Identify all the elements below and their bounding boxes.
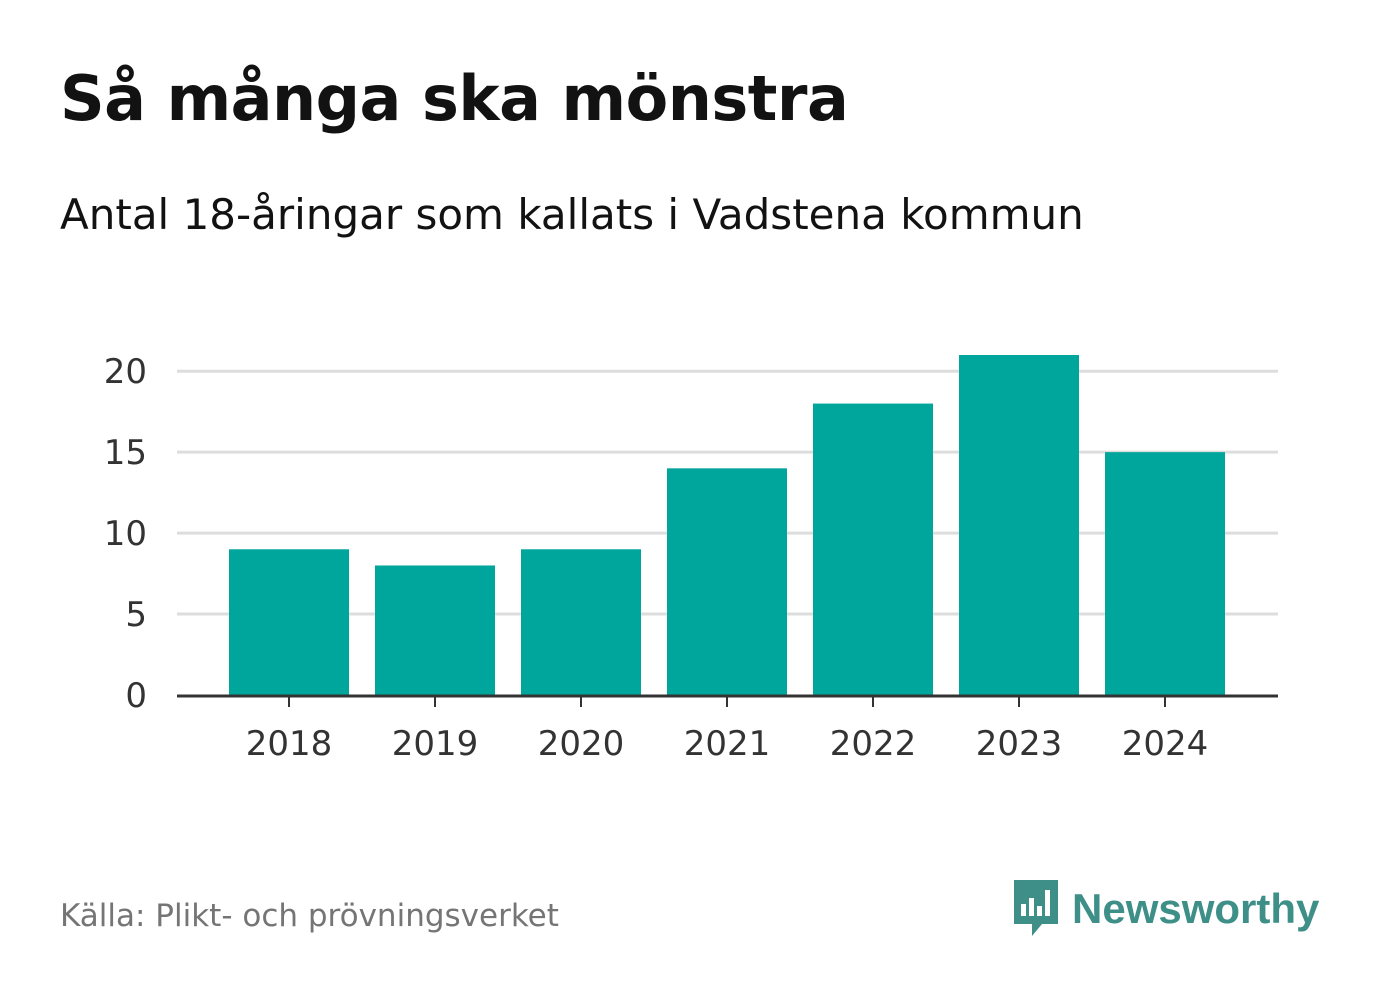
y-tick-label-5: 5: [125, 595, 147, 635]
x-tick-label-2020: 2020: [538, 724, 625, 764]
y-tick-label-10: 10: [104, 514, 147, 554]
bar-2023[interactable]: [959, 355, 1079, 695]
x-axis-ticks: 2018 2019 2020 2021 2022 2023 2024: [246, 697, 1209, 764]
x-tick-label-2019: 2019: [392, 724, 479, 764]
x-tick-label-2021: 2021: [684, 724, 771, 764]
newsworthy-logo-icon: [1014, 880, 1058, 936]
logo-bar-2: [1029, 898, 1034, 916]
bar-2019[interactable]: [375, 565, 495, 695]
bar-2018[interactable]: [229, 549, 349, 695]
newsworthy-brand-name: Newsworthy: [1072, 885, 1320, 932]
logo-bar-4: [1045, 890, 1050, 916]
bar-2024[interactable]: [1105, 452, 1225, 695]
x-tick-label-2024: 2024: [1122, 724, 1209, 764]
speech-bubble-shape: [1014, 880, 1058, 936]
source-note: Källa: Plikt- och prövningsverket: [60, 898, 559, 934]
y-tick-label-20: 20: [104, 352, 147, 392]
logo-bar-3: [1037, 906, 1042, 916]
newsworthy-logo[interactable]: Newsworthy: [1010, 878, 1319, 940]
y-tick-label-0: 0: [125, 676, 147, 716]
page-title: Så många ska mönstra: [60, 62, 849, 135]
bars: [229, 355, 1225, 695]
y-axis-ticks: 0 5 10 15 20: [104, 352, 147, 716]
bar-2020[interactable]: [521, 549, 641, 695]
bar-2022[interactable]: [813, 403, 933, 695]
x-tick-label-2023: 2023: [976, 724, 1063, 764]
x-tick-label-2022: 2022: [830, 724, 917, 764]
bar-2021[interactable]: [667, 468, 787, 695]
chart-subtitle: Antal 18-åringar som kallats i Vadstena …: [60, 190, 1084, 239]
x-tick-label-2018: 2018: [246, 724, 333, 764]
y-tick-label-15: 15: [104, 433, 147, 473]
logo-bar-1: [1021, 904, 1026, 916]
